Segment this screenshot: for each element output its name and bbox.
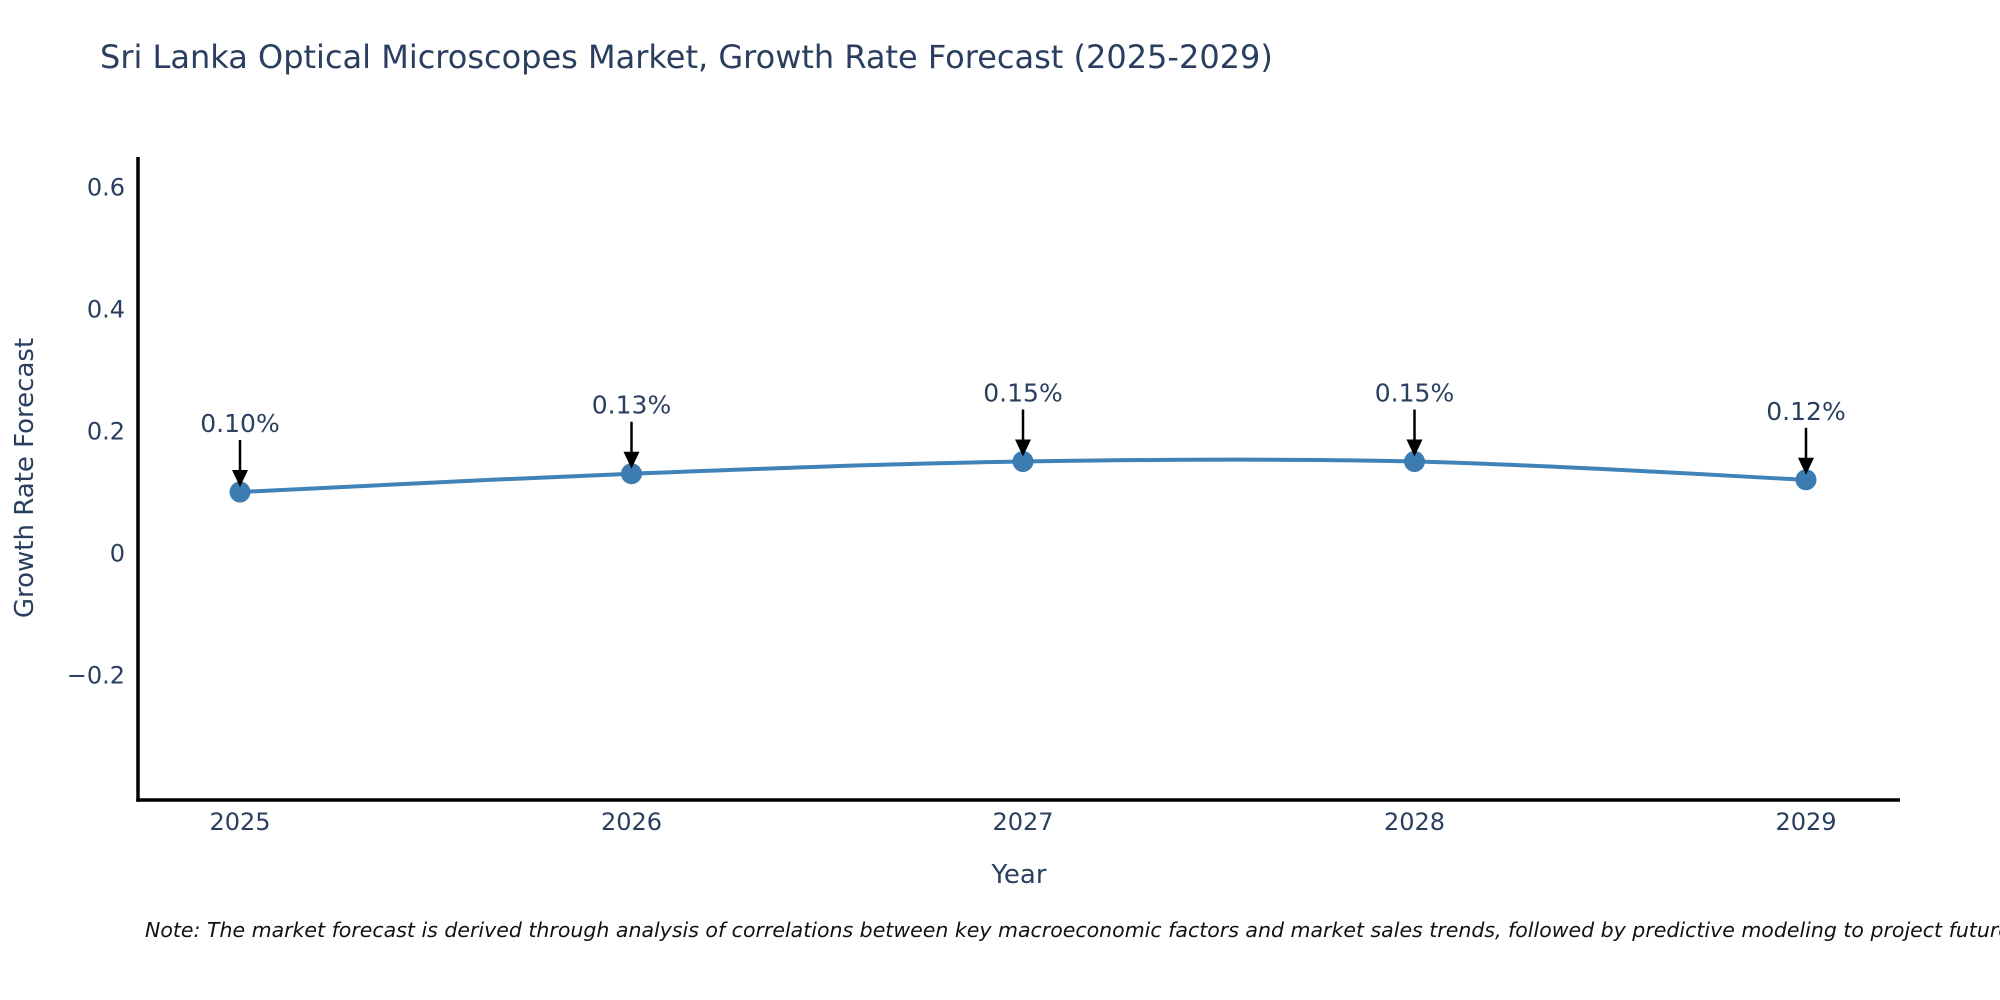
- data-point-label: 0.12%: [1766, 397, 1845, 426]
- y-tick-label: 0.6: [87, 174, 125, 202]
- annotation-arrow-head: [232, 470, 248, 487]
- data-point-label: 0.13%: [592, 391, 671, 420]
- x-tick-label: 2025: [209, 808, 270, 836]
- data-point-marker: [1404, 451, 1425, 472]
- annotation-arrow-head: [1798, 457, 1814, 475]
- data-point-marker: [229, 481, 251, 503]
- data-point-marker: [1012, 451, 1034, 472]
- data-point-marker: [621, 463, 642, 485]
- annotation-arrow-head: [1015, 439, 1031, 457]
- x-tick-label: 2029: [1775, 808, 1836, 836]
- annotation-arrow-head: [1406, 439, 1423, 457]
- chart-note: Note: The market forecast is derived thr…: [145, 918, 2000, 942]
- data-point-label: 0.10%: [200, 409, 279, 438]
- y-tick-label: 0: [110, 540, 125, 568]
- annotation-arrow-head: [623, 451, 640, 469]
- x-tick-label: 2028: [1384, 808, 1445, 836]
- chart-title: Sri Lanka Optical Microscopes Market, Gr…: [100, 38, 1273, 76]
- y-tick-label: 0.2: [87, 418, 125, 446]
- x-tick-label: 2026: [601, 808, 662, 836]
- x-tick-label: 2027: [992, 808, 1053, 836]
- y-tick-label: −0.2: [67, 662, 125, 690]
- data-point-label: 0.15%: [983, 379, 1062, 408]
- data-point-label: 0.15%: [1375, 379, 1454, 408]
- x-axis-title: Year: [991, 860, 1047, 890]
- y-tick-label: 0.4: [87, 296, 125, 324]
- data-point-marker: [1795, 469, 1817, 491]
